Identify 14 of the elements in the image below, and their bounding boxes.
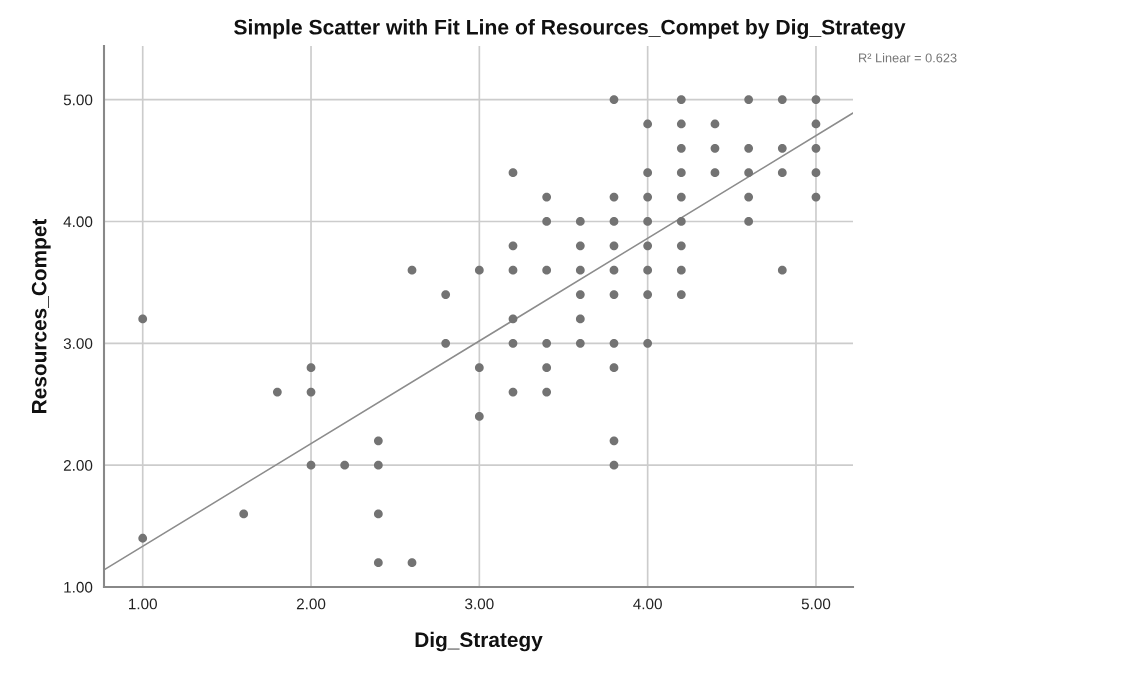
x-tick-label: 4.00 (633, 598, 662, 610)
chart-title: Simple Scatter with Fit Line of Resources_Compet by Dig_Strategy (234, 19, 906, 39)
text: R² Linear = 0.623 (859, 53, 957, 63)
x-axis-title: Dig_Strategy (415, 631, 543, 652)
y-axis-title: Resources_Compet (31, 218, 51, 413)
x-tick-label: 3.00 (465, 598, 494, 610)
y-tick-label: 2.00 (63, 460, 93, 471)
y-tick-label: 3.00 (63, 338, 93, 349)
x-tick-label: 1.00 (129, 598, 157, 610)
y-tick-label: 1.00 (64, 581, 93, 593)
y-tick-label: 4.00 (63, 216, 93, 228)
x-tick-label: 5.00 (801, 598, 831, 610)
y-tick-label: 5.00 (63, 94, 93, 106)
x-tick-label: 2.00 (296, 598, 326, 610)
